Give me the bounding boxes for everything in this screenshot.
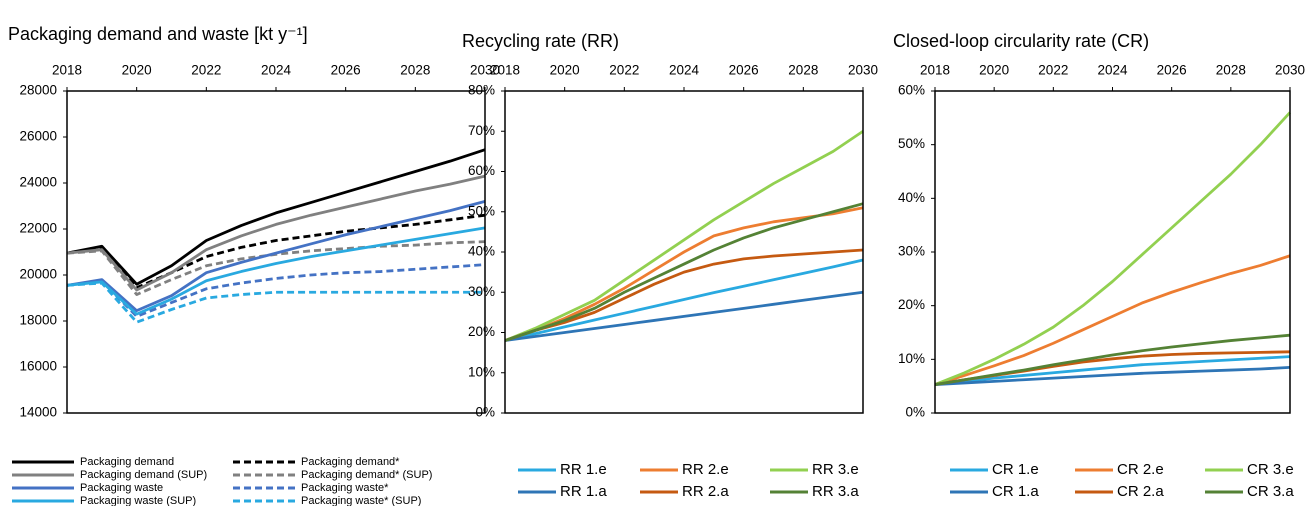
y-tick-label: 50% — [898, 136, 925, 151]
series-line — [504, 202, 864, 342]
x-tick-label: 2030 — [470, 63, 500, 78]
y-tick-label: 70% — [468, 123, 495, 138]
legend-label: RR 3.a — [812, 483, 859, 500]
x-tick-label: 2018 — [490, 63, 520, 78]
x-tick-label: 2022 — [191, 63, 221, 78]
y-tick-label: 0% — [905, 405, 925, 420]
legend-label: CR 3.e — [1247, 461, 1294, 478]
y-tick-label: 20% — [898, 297, 925, 312]
chart-title: Packaging demand and waste [kt y⁻¹] — [8, 24, 308, 44]
x-tick-label: 2026 — [729, 63, 759, 78]
legend-label: RR 2.a — [682, 483, 729, 500]
legend-label: Packaging waste — [80, 482, 163, 494]
series-line — [504, 258, 864, 342]
plot-frame — [934, 90, 1291, 414]
chart-title: Closed-loop circularity rate (CR) — [893, 31, 1149, 51]
legend-label: Packaging demand (SUP) — [80, 469, 207, 481]
y-tick-label: 0% — [475, 405, 495, 420]
legend-label: Packaging demand* (SUP) — [301, 469, 432, 481]
series-line — [66, 174, 486, 292]
x-tick-label: 2024 — [669, 63, 700, 78]
legend-label: CR 2.a — [1117, 483, 1164, 500]
series-line — [504, 248, 864, 342]
x-tick-label: 2030 — [1275, 63, 1305, 78]
legend-label: CR 1.e — [992, 461, 1039, 478]
y-tick-label: 20% — [468, 324, 495, 339]
series-line — [934, 111, 1292, 386]
y-tick-label: 16000 — [19, 359, 57, 374]
x-tick-label: 2022 — [1038, 63, 1068, 78]
x-tick-label: 2022 — [609, 63, 639, 78]
plot-frame — [66, 90, 486, 414]
series-line — [504, 130, 864, 342]
series-line — [66, 200, 486, 313]
y-tick-label: 80% — [468, 83, 495, 98]
x-tick-label: 2028 — [788, 63, 818, 78]
series-line — [934, 365, 1291, 386]
y-tick-label: 10% — [468, 364, 495, 379]
y-tick-label: 22000 — [19, 221, 57, 236]
x-tick-label: 2024 — [261, 63, 292, 78]
y-tick-label: 24000 — [19, 175, 57, 190]
x-tick-label: 2030 — [848, 63, 878, 78]
x-tick-label: 2020 — [550, 63, 580, 78]
legend-label: RR 3.e — [812, 461, 859, 478]
x-tick-label: 2026 — [1157, 63, 1187, 78]
legend-label: RR 1.a — [560, 483, 607, 500]
legend-label: CR 3.a — [1247, 483, 1294, 500]
y-tick-label: 40% — [468, 244, 495, 259]
y-tick-label: 60% — [898, 83, 925, 98]
plot-frame — [504, 90, 864, 414]
chart-title: Recycling rate (RR) — [462, 31, 619, 51]
x-tick-label: 2020 — [979, 63, 1009, 78]
series-line — [934, 254, 1291, 386]
legend-label: RR 1.e — [560, 461, 607, 478]
series-line — [934, 333, 1291, 386]
x-tick-label: 2026 — [331, 63, 361, 78]
series-line — [66, 226, 486, 316]
x-tick-label: 2018 — [920, 63, 950, 78]
y-tick-label: 30% — [898, 244, 925, 259]
series-line — [504, 206, 864, 342]
y-tick-label: 30% — [468, 284, 495, 299]
legend-label: Packaging waste (SUP) — [80, 495, 196, 506]
y-tick-label: 20000 — [19, 267, 57, 282]
y-tick-label: 14000 — [19, 405, 57, 420]
legend-label: Packaging demand — [80, 456, 174, 468]
y-tick-label: 40% — [898, 190, 925, 205]
y-tick-label: 60% — [468, 163, 495, 178]
y-tick-label: 28000 — [19, 83, 57, 98]
y-tick-label: 18000 — [19, 313, 57, 328]
legend-label: Packaging waste* (SUP) — [301, 495, 421, 506]
series-line — [66, 213, 486, 290]
series-line — [934, 355, 1291, 386]
x-tick-label: 2020 — [122, 63, 152, 78]
legend-label: CR 1.a — [992, 483, 1039, 500]
y-tick-label: 26000 — [19, 129, 57, 144]
y-tick-label: 10% — [898, 351, 925, 366]
x-tick-label: 2028 — [400, 63, 430, 78]
legend-label: Packaging demand* — [301, 456, 400, 468]
x-tick-label: 2028 — [1216, 63, 1246, 78]
y-tick-label: 50% — [468, 203, 495, 218]
legend-label: Packaging waste* — [301, 482, 389, 494]
x-tick-label: 2024 — [1097, 63, 1128, 78]
series-line — [504, 290, 864, 342]
series-line — [66, 148, 486, 286]
x-tick-label: 2018 — [52, 63, 82, 78]
legend-label: CR 2.e — [1117, 461, 1164, 478]
legend-label: RR 2.e — [682, 461, 729, 478]
